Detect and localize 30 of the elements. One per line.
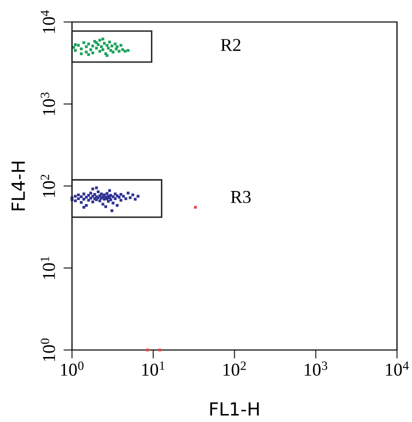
x-tick-label: 10$^{3}$ [304,361,328,376]
point [87,42,90,46]
annotation: R2 [220,38,240,51]
point [118,50,120,53]
point [110,44,114,48]
point [106,46,110,50]
point [108,40,111,44]
x-tick-label: 10$^{1}$ [142,361,164,376]
point [112,50,114,54]
point [114,42,117,46]
point [106,44,108,47]
annotation: R3 [230,190,251,204]
point [82,41,86,44]
y-axis-title: FL4-H [12,162,25,210]
point [91,52,94,54]
point [91,44,94,48]
y-tick-label: 10$^{2}$ [40,174,56,197]
y-tick-label: 10$^{1}$ [40,256,56,279]
x-axis-title: FL1-H [210,402,259,416]
point [102,48,104,52]
y-tick-label: 10$^{0}$ [40,338,56,361]
x-tick-label: 10$^{4}$ [386,361,409,376]
y-tick-label: 10$^{4}$ [40,10,55,33]
x-tick-label: 10$^{2}$ [224,361,246,376]
point [95,46,98,50]
x-tick-label: 10$^{0}$ [61,361,84,376]
point [84,50,88,54]
point [100,45,103,48]
y-tick-label: 10$^{3}$ [40,92,56,115]
point [120,44,122,47]
